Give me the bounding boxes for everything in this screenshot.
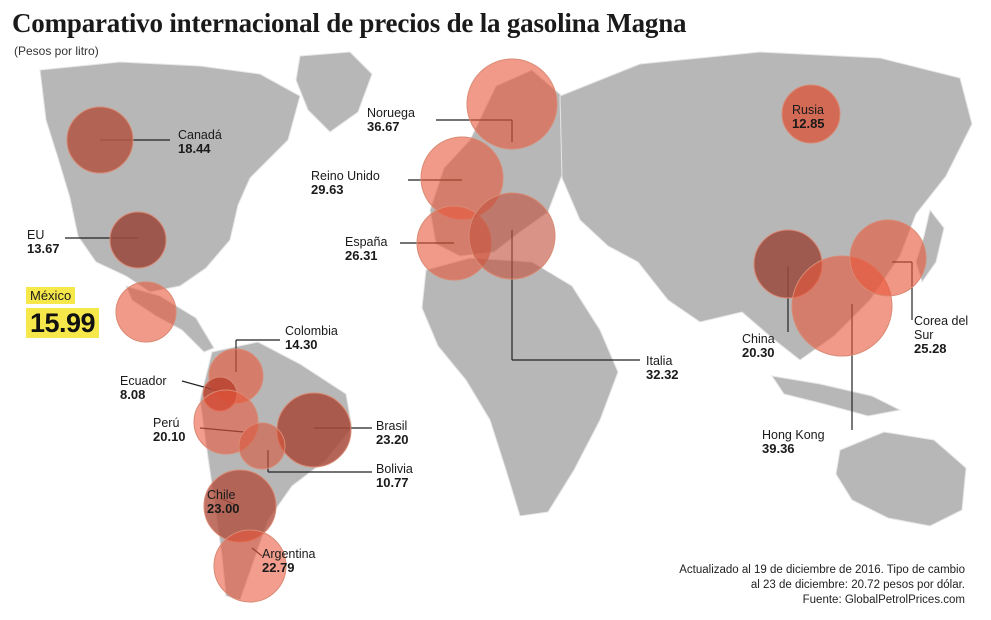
north-america-shape	[39, 61, 301, 293]
country-name: Reino Unido	[311, 169, 380, 183]
country-price: 20.30	[742, 345, 775, 360]
bubble-bolivia	[238, 422, 286, 470]
indonesia-shape	[770, 375, 902, 417]
asia-shape	[559, 51, 973, 361]
bubble-corea	[849, 219, 927, 297]
country-price: 20.10	[153, 429, 186, 444]
label-argentina: Argentina 22.79	[262, 547, 316, 575]
bubble-noruega	[466, 58, 558, 150]
country-price: 32.32	[646, 367, 679, 382]
country-name: Brasil	[376, 419, 408, 433]
bubble-italia	[468, 192, 556, 280]
country-name: EU	[27, 228, 45, 242]
label-canada: Canadá 18.44	[178, 128, 222, 156]
australia-shape	[835, 431, 967, 527]
greenland-shape	[295, 51, 373, 133]
label-mexico: México 15.99	[26, 287, 100, 338]
country-price: 10.77	[376, 475, 409, 490]
country-name: Rusia	[792, 103, 824, 117]
country-price: 12.85	[792, 116, 825, 131]
country-name: Ecuador	[120, 374, 167, 388]
bubble-mexico	[115, 281, 177, 343]
label-colombia: Colombia 14.30	[285, 324, 338, 352]
bubble-canada	[66, 106, 134, 174]
country-name: Canadá	[178, 128, 222, 142]
africa-shape	[421, 257, 619, 517]
country-price: 18.44	[178, 141, 211, 156]
country-price: 14.30	[285, 337, 318, 352]
label-chile: Chile 23.00	[207, 488, 240, 516]
country-price: 25.28	[914, 341, 947, 356]
label-hong-kong: Hong Kong 39.36	[762, 428, 825, 456]
country-name: China	[742, 332, 775, 346]
country-name: Italia	[646, 354, 673, 368]
bubble-argentina	[213, 529, 287, 603]
country-name: Argentina	[262, 547, 316, 561]
label-reino-unido: Reino Unido 29.63	[311, 169, 380, 197]
country-name: Noruega	[367, 106, 415, 120]
country-price: 8.08	[120, 387, 146, 402]
map-subtitle: (Pesos por litro)	[14, 44, 99, 58]
label-brasil: Brasil 23.20	[376, 419, 409, 447]
label-noruega: Noruega 36.67	[367, 106, 415, 134]
label-ecuador: Ecuador 8.08	[120, 374, 167, 402]
label-china: China 20.30	[742, 332, 775, 360]
bubble-eu	[109, 211, 167, 269]
label-rusia: Rusia 12.85	[792, 103, 825, 131]
label-corea: Corea del Sur 25.28	[914, 314, 972, 356]
label-peru: Perú 20.10	[153, 416, 186, 444]
label-italia: Italia 32.32	[646, 354, 679, 382]
update-note: Actualizado al 19 de diciembre de 2016. …	[679, 564, 965, 576]
country-price: 39.36	[762, 441, 795, 456]
source-credit: Fuente: GlobalPetrolPrices.com	[802, 594, 965, 606]
country-price: 15.99	[26, 308, 100, 338]
country-name: Chile	[207, 488, 236, 502]
bubble-brasil	[276, 392, 352, 468]
bubble-rusia	[781, 84, 841, 144]
country-price: 22.79	[262, 560, 295, 575]
country-price: 23.00	[207, 501, 240, 516]
map-title: Comparativo internacional de precios de …	[12, 8, 687, 38]
country-name: México	[26, 287, 76, 304]
label-bolivia: Bolivia 10.77	[376, 462, 413, 490]
country-price: 29.63	[311, 182, 344, 197]
country-price: 23.20	[376, 432, 409, 447]
country-name: Hong Kong	[762, 428, 825, 442]
price-bubbles	[66, 58, 927, 603]
country-name: España	[345, 235, 388, 249]
exchange-note: al 23 de diciembre: 20.72 pesos por dóla…	[750, 579, 965, 591]
country-name: Colombia	[285, 324, 338, 338]
source-note: Actualizado al 19 de diciembre de 2016. …	[679, 563, 965, 608]
country-name: Bolivia	[376, 462, 413, 476]
country-price: 36.67	[367, 119, 400, 134]
label-eu: EU 13.67	[27, 228, 60, 256]
country-price: 26.31	[345, 248, 378, 263]
country-name: Perú	[153, 416, 180, 430]
country-price: 13.67	[27, 241, 60, 256]
label-espana: España 26.31	[345, 235, 387, 263]
country-name: Corea del Sur	[914, 314, 969, 342]
